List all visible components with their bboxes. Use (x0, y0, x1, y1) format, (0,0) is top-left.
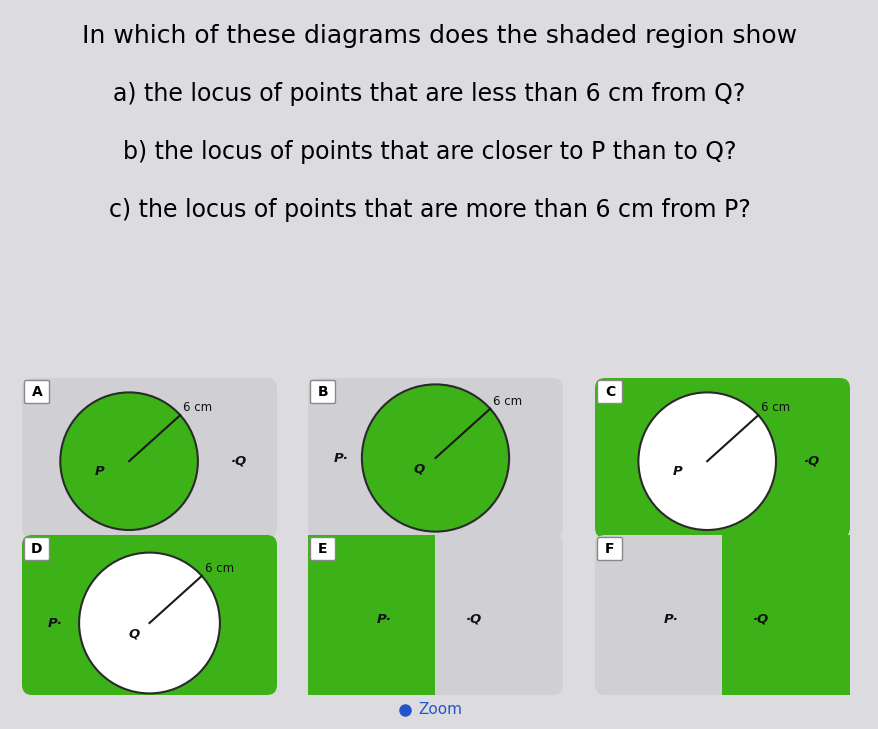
Text: 6 cm: 6 cm (760, 401, 789, 414)
Text: Q: Q (413, 463, 424, 476)
Text: ·Q: ·Q (752, 613, 768, 626)
Circle shape (637, 392, 775, 530)
FancyBboxPatch shape (597, 381, 622, 403)
Text: C: C (604, 385, 615, 399)
Text: a) the locus of points that are less than 6 cm from Q?: a) the locus of points that are less tha… (113, 82, 745, 106)
Text: B: B (317, 385, 328, 399)
FancyBboxPatch shape (22, 378, 277, 538)
Text: P·: P· (377, 613, 392, 626)
Text: ·Q: ·Q (465, 613, 482, 626)
FancyBboxPatch shape (594, 535, 849, 695)
FancyBboxPatch shape (25, 381, 49, 403)
FancyBboxPatch shape (307, 378, 563, 538)
Text: Q: Q (128, 627, 140, 640)
FancyBboxPatch shape (22, 535, 277, 695)
Circle shape (61, 392, 198, 530)
Text: 6 cm: 6 cm (493, 394, 522, 408)
FancyBboxPatch shape (594, 378, 849, 538)
Circle shape (79, 553, 220, 693)
Text: P·: P· (47, 617, 62, 630)
Text: In which of these diagrams does the shaded region show: In which of these diagrams does the shad… (82, 24, 796, 48)
Text: P·: P· (663, 613, 678, 626)
Text: A: A (32, 385, 42, 399)
Bar (721, 535, 849, 695)
Text: P·: P· (333, 452, 348, 464)
Text: E: E (318, 542, 327, 556)
FancyBboxPatch shape (310, 537, 335, 561)
Text: ·Q: ·Q (803, 455, 819, 467)
Bar (307, 535, 435, 695)
Text: b) the locus of points that are closer to P than to Q?: b) the locus of points that are closer t… (123, 140, 736, 164)
FancyBboxPatch shape (597, 537, 622, 561)
FancyBboxPatch shape (310, 381, 335, 403)
FancyBboxPatch shape (307, 535, 563, 695)
Text: 6 cm: 6 cm (183, 401, 212, 414)
Text: Zoom: Zoom (418, 703, 462, 717)
FancyBboxPatch shape (25, 537, 49, 561)
Text: P: P (672, 465, 682, 478)
Text: D: D (32, 542, 43, 556)
Text: c) the locus of points that are more than 6 cm from P?: c) the locus of points that are more tha… (109, 198, 750, 222)
Circle shape (362, 384, 508, 531)
Text: ·Q: ·Q (231, 455, 247, 467)
Text: F: F (605, 542, 614, 556)
Text: 6 cm: 6 cm (205, 562, 234, 575)
Text: P: P (95, 465, 104, 478)
